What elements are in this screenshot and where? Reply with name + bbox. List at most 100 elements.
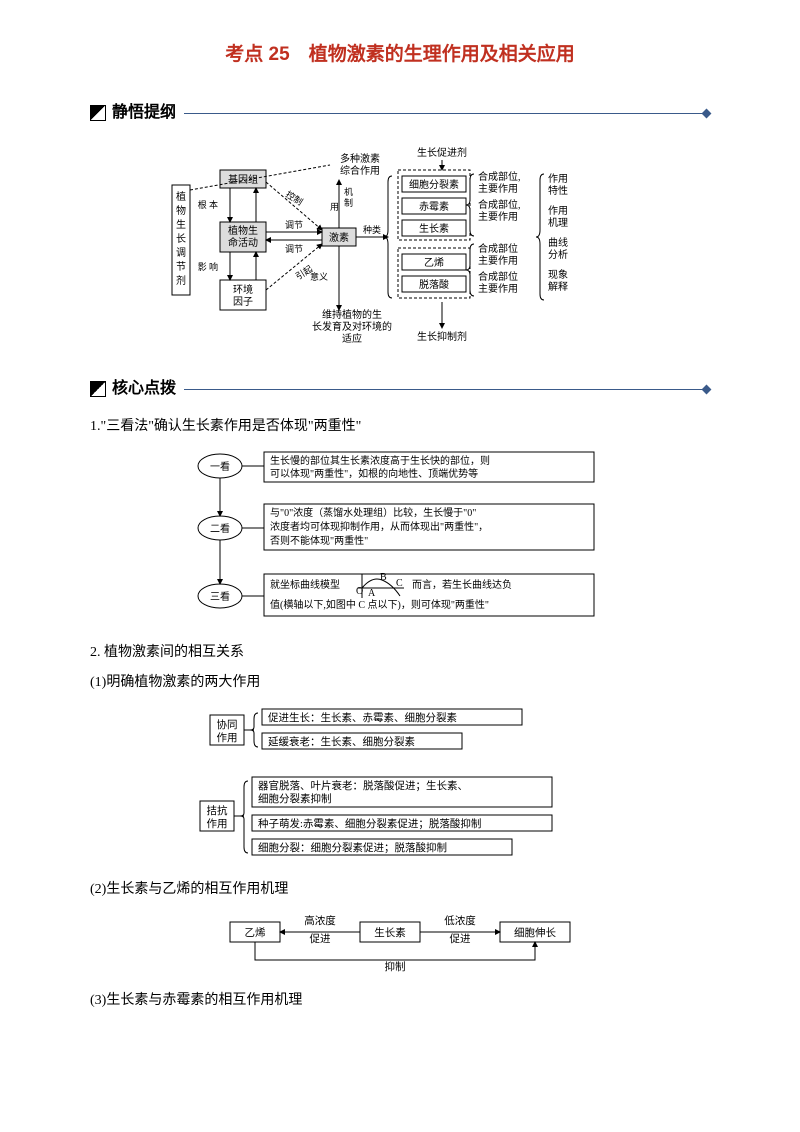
- svg-text:合成部位: 合成部位: [478, 242, 518, 255]
- svg-text:三看: 三看: [210, 590, 230, 603]
- svg-text:浓度者均可体现抑制作用，从而体现出"两重性"，: 浓度者均可体现抑制作用，从而体现出"两重性"，: [270, 520, 488, 533]
- section-header-1: 静悟提纲: [90, 100, 710, 126]
- svg-text:与"0"浓度（蒸馏水处理组）比较，生长慢于"0": 与"0"浓度（蒸馏水处理组）比较，生长慢于"0": [270, 506, 476, 519]
- svg-text:基因组: 基因组: [228, 173, 258, 186]
- svg-text:二看: 二看: [210, 522, 230, 535]
- svg-text:物: 物: [176, 204, 186, 217]
- svg-text:机理: 机理: [548, 216, 568, 229]
- svg-text:激素: 激素: [329, 231, 349, 244]
- svg-text:长发育及对环境的: 长发育及对环境的: [312, 320, 392, 333]
- svg-text:解释: 解释: [548, 280, 568, 293]
- svg-text:分析: 分析: [548, 248, 568, 261]
- paragraph-1: 1."三看法"确认生长素作用是否体现"两重性": [90, 416, 710, 438]
- page-title: 考点 25 植物激素的生理作用及相关应用: [90, 40, 710, 70]
- svg-text:调节: 调节: [285, 220, 303, 230]
- svg-text:生长素: 生长素: [419, 222, 449, 235]
- svg-text:主要作用: 主要作用: [478, 183, 518, 195]
- section-mark-icon: [90, 381, 106, 397]
- svg-text:特性: 特性: [548, 184, 568, 197]
- svg-text:一看: 一看: [210, 460, 230, 473]
- svg-text:剂: 剂: [176, 274, 186, 287]
- subparagraph-22: (2)生长素与乙烯的相互作用机理: [90, 879, 710, 901]
- section-header-2: 核心点拨: [90, 376, 710, 402]
- svg-text:作用: 作用: [207, 818, 228, 830]
- diagram-synergy: 协同 作用 促进生长：生长素、赤霉素、细胞分裂素 延缓衰老：生长素、细胞分裂素: [90, 705, 710, 763]
- svg-text:制: 制: [344, 197, 353, 208]
- svg-text:促进: 促进: [450, 932, 471, 945]
- svg-text:控制: 控制: [284, 188, 305, 207]
- section-rule: [184, 113, 710, 114]
- svg-text:生长抑制剂: 生长抑制剂: [417, 330, 467, 343]
- svg-text:维持植物的生: 维持植物的生: [322, 308, 382, 321]
- svg-text:器官脱落、叶片衰老：脱落酸促进；生长素、: 器官脱落、叶片衰老：脱落酸促进；生长素、: [258, 779, 468, 792]
- svg-text:脱落酸: 脱落酸: [419, 278, 449, 291]
- svg-text:主要作用: 主要作用: [478, 255, 518, 267]
- svg-text:机: 机: [344, 186, 353, 197]
- diagram-concept-map: 植 物 生 长 调 节 剂 基因组 植物生 命活动 环境 因子 根 本 影 响 …: [90, 140, 710, 358]
- svg-text:拮抗: 拮抗: [207, 804, 228, 817]
- svg-text:高浓度: 高浓度: [304, 914, 336, 927]
- section-mark-icon: [90, 105, 106, 121]
- svg-text:抑制: 抑制: [385, 960, 406, 972]
- section-title-1: 静悟提纲: [112, 100, 176, 126]
- svg-text:种类: 种类: [363, 224, 381, 235]
- svg-text:根 本: 根 本: [198, 199, 218, 210]
- svg-text:否则不能体现"两重性": 否则不能体现"两重性": [270, 534, 368, 547]
- svg-text:赤霉素: 赤霉素: [419, 200, 449, 213]
- svg-text:延缓衰老：生长素、细胞分裂素: 延缓衰老：生长素、细胞分裂素: [268, 735, 415, 748]
- svg-text:调: 调: [176, 247, 186, 259]
- svg-text:细胞分裂：细胞分裂素促进；脱落酸抑制: 细胞分裂：细胞分裂素促进；脱落酸抑制: [258, 841, 447, 854]
- svg-text:合成部位: 合成部位: [478, 270, 518, 283]
- svg-text:影 响: 影 响: [198, 261, 218, 272]
- diagram-antagonism: 拮抗 作用 器官脱落、叶片衰老：脱落酸促进；生长素、 细胞分裂素抑制 种子萌发:…: [90, 773, 710, 869]
- svg-text:促进生长：生长素、赤霉素、细胞分裂素: 促进生长：生长素、赤霉素、细胞分裂素: [268, 711, 457, 724]
- svg-text:生长素: 生长素: [374, 926, 406, 939]
- paragraph-2: 2. 植物激素间的相互关系: [90, 642, 710, 664]
- svg-text:综合作用: 综合作用: [340, 164, 380, 177]
- svg-text:O: O: [356, 586, 363, 597]
- svg-text:协同: 协同: [217, 718, 238, 731]
- subparagraph-23: (3)生长素与赤霉素的相互作用机理: [90, 990, 710, 1012]
- svg-text:现象: 现象: [548, 269, 568, 281]
- svg-text:种子萌发:赤霉素、细胞分裂素促进；脱落酸抑制: 种子萌发:赤霉素、细胞分裂素促进；脱落酸抑制: [258, 817, 481, 830]
- svg-text:主要作用: 主要作用: [478, 211, 518, 223]
- svg-text:乙烯: 乙烯: [245, 926, 266, 939]
- svg-text:植物生: 植物生: [228, 224, 258, 237]
- svg-text:因子: 因子: [233, 296, 253, 308]
- svg-text:低浓度: 低浓度: [444, 914, 476, 927]
- diagram-ethylene: 乙烯 生长素 细胞伸长 高浓度 促进 低浓度 促进 抑制: [90, 912, 710, 980]
- svg-text:A: A: [368, 588, 376, 599]
- svg-text:C: C: [396, 578, 403, 589]
- svg-text:多种激素: 多种激素: [340, 152, 380, 165]
- svg-text:生长促进剂: 生长促进剂: [417, 146, 467, 159]
- svg-text:生长慢的部位其生长素浓度高于生长快的部位，则: 生长慢的部位其生长素浓度高于生长快的部位，则: [270, 454, 490, 467]
- svg-text:主要作用: 主要作用: [478, 283, 518, 295]
- svg-text:作用: 作用: [217, 732, 238, 744]
- t: 植: [176, 190, 186, 203]
- svg-text:就坐标曲线模型: 就坐标曲线模型: [270, 578, 340, 591]
- svg-text:细胞分裂素: 细胞分裂素: [409, 178, 459, 191]
- svg-text:调节: 调节: [285, 244, 303, 254]
- svg-text:B: B: [380, 572, 387, 583]
- svg-text:节: 节: [176, 261, 186, 273]
- svg-text:作用: 作用: [548, 173, 568, 185]
- svg-text:合成部位,: 合成部位,: [478, 170, 521, 183]
- svg-text:细胞伸长: 细胞伸长: [514, 926, 556, 939]
- section-rule: [184, 389, 710, 390]
- svg-text:环境: 环境: [233, 283, 253, 296]
- svg-text:促进: 促进: [310, 932, 331, 945]
- section-title-2: 核心点拨: [112, 376, 176, 402]
- svg-text:细胞分裂素抑制: 细胞分裂素抑制: [258, 792, 332, 805]
- svg-text:适应: 适应: [342, 332, 362, 345]
- svg-text:而言，若生长曲线达负: 而言，若生长曲线达负: [412, 578, 512, 591]
- subparagraph-21: (1)明确植物激素的两大作用: [90, 672, 710, 694]
- svg-text:乙烯: 乙烯: [424, 256, 444, 269]
- diagram-three-looks: 一看 二看 三看 生长慢的部位其生长素浓度高于生长快的部位，则 可以体现"两重性…: [90, 448, 710, 631]
- svg-text:值(横轴以下,如图中 C 点以下)，则可体现"两重性": 值(横轴以下,如图中 C 点以下)，则可体现"两重性": [270, 598, 489, 611]
- svg-text:长: 长: [176, 233, 186, 245]
- svg-text:可以体现"两重性"，如根的向地性、顶端优势等: 可以体现"两重性"，如根的向地性、顶端优势等: [270, 467, 478, 480]
- svg-text:命活动: 命活动: [228, 236, 258, 249]
- svg-text:合成部位,: 合成部位,: [478, 198, 521, 211]
- svg-text:用: 用: [330, 202, 339, 212]
- svg-text:曲线: 曲线: [548, 236, 568, 249]
